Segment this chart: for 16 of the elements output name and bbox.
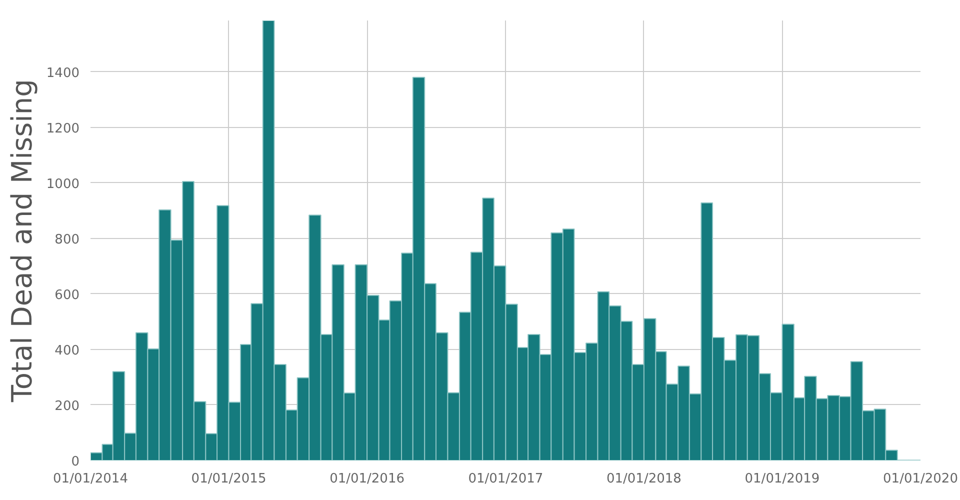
x-tick-label: 01/01/2015	[191, 472, 266, 486]
x-tick-label: 01/01/2016	[330, 472, 405, 486]
y-tick-label: 1400	[46, 66, 80, 81]
y-tick-label: 1200	[46, 121, 80, 136]
x-tick-label: 01/01/2017	[468, 472, 544, 486]
y-tick-label: 800	[54, 232, 80, 248]
y-axis-title: Total Dead and Missing	[5, 79, 38, 403]
y-tick-label: 400	[54, 343, 80, 358]
y-tick-label: 600	[54, 288, 80, 303]
x-tick-label: 01/01/2020	[883, 472, 958, 486]
y-tick-label: 0	[71, 454, 80, 470]
x-tick-label: 01/01/2018	[606, 472, 682, 486]
y-tick-label: 1000	[46, 176, 80, 192]
x-tick-label: 01/01/2019	[744, 472, 820, 486]
y-tick-label: 200	[54, 398, 80, 414]
x-tick-label: 01/01/2014	[53, 472, 128, 486]
